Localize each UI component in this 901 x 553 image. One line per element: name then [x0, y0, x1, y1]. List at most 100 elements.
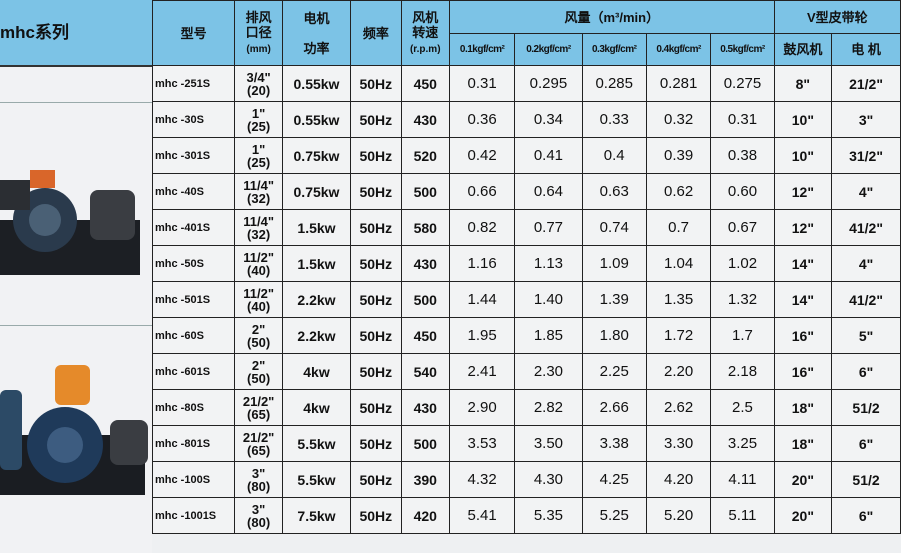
cell-flow: 0.62 — [645, 173, 712, 210]
cell-power: 4kw — [281, 389, 352, 426]
cell-port: 3" (80) — [234, 461, 283, 498]
cell-frequency: 50Hz — [350, 353, 402, 390]
table-row: mhc -80S 21/2" (65) 4kw 50Hz 430 2.90 2.82 2.66 2… — [151, 389, 901, 426]
table-row: mhc -501S 11/2" (40) 2.2kw 50Hz 500 1.44 1.40 1.… — [151, 281, 901, 318]
cell-rpm: 390 — [400, 461, 450, 498]
cell-frequency: 50Hz — [350, 137, 402, 174]
cell-pulley-blower: 18" — [773, 425, 833, 462]
cell-power: 7.5kw — [281, 497, 352, 534]
cell-pulley-motor: 4" — [831, 245, 901, 282]
cell-rpm: 430 — [400, 389, 450, 426]
cell-flow: 2.18 — [710, 353, 775, 390]
cell-flow: 0.38 — [710, 137, 775, 174]
cell-flow: 1.04 — [645, 245, 712, 282]
cell-flow: 3.30 — [645, 425, 712, 462]
blower-image-large — [0, 365, 148, 495]
cell-flow: 4.30 — [514, 461, 583, 498]
cell-flow: 3.38 — [581, 425, 647, 462]
cell-flow: 0.281 — [645, 65, 712, 102]
cell-port: 3" (80) — [234, 497, 283, 534]
cell-power: 5.5kw — [281, 461, 352, 498]
cell-model: mhc -801S — [151, 425, 236, 462]
cell-power: 0.55kw — [281, 101, 352, 138]
cell-pulley-motor: 3" — [831, 101, 901, 138]
cell-flow: 0.295 — [514, 65, 583, 102]
cell-flow: 4.25 — [581, 461, 647, 498]
cell-pulley-blower: 16" — [773, 353, 833, 390]
cell-flow: 0.74 — [581, 209, 647, 246]
cell-flow: 2.30 — [514, 353, 583, 390]
cell-frequency: 50Hz — [350, 101, 402, 138]
cell-flow: 0.275 — [710, 65, 775, 102]
cell-flow: 0.34 — [514, 101, 583, 138]
header-pressure: 0.2kgf/cm² — [514, 33, 583, 66]
cell-port: 11/2" (40) — [234, 245, 283, 282]
cell-rpm: 450 — [400, 65, 450, 102]
header-pressure: 0.5kgf/cm² — [710, 33, 775, 66]
cell-flow: 0.77 — [514, 209, 583, 246]
cell-pulley-blower: 12" — [773, 209, 833, 246]
header-pulley-blower: 鼓风机 — [773, 33, 833, 66]
cell-pulley-blower: 20" — [773, 497, 833, 534]
cell-port: 11/2" (40) — [234, 281, 283, 318]
cell-rpm: 540 — [400, 353, 450, 390]
series-header: mhc系列 — [0, 0, 152, 67]
cell-flow: 5.25 — [581, 497, 647, 534]
cell-flow: 4.32 — [448, 461, 516, 498]
cell-flow: 1.02 — [710, 245, 775, 282]
cell-flow: 0.7 — [645, 209, 712, 246]
cell-flow: 0.41 — [514, 137, 583, 174]
cell-power: 1.5kw — [281, 209, 352, 246]
cell-pulley-blower: 8" — [773, 65, 833, 102]
product-image-panel: mhc系列 — [0, 0, 152, 553]
cell-port: 11/4" (32) — [234, 173, 283, 210]
divider — [0, 102, 152, 103]
cell-port: 21/2" (65) — [234, 425, 283, 462]
cell-model: mhc -30S — [151, 101, 236, 138]
header-port: 排风 口径 (mm) — [234, 0, 283, 66]
cell-flow: 0.33 — [581, 101, 647, 138]
spec-table: 型号 排风 口径 (mm) 电机 功率 频率 风机 转速 (r.p.m) 风量（m³/mi… — [151, 0, 901, 534]
cell-flow: 0.31 — [710, 101, 775, 138]
cell-power: 4kw — [281, 353, 352, 390]
header-model: 型号 — [151, 0, 236, 66]
cell-pulley-blower: 14" — [773, 281, 833, 318]
cell-flow: 0.36 — [448, 101, 516, 138]
cell-flow: 1.39 — [581, 281, 647, 318]
cell-flow: 0.64 — [514, 173, 583, 210]
cell-flow: 3.53 — [448, 425, 516, 462]
cell-flow: 2.66 — [581, 389, 647, 426]
cell-pulley-motor: 4" — [831, 173, 901, 210]
cell-rpm: 430 — [400, 101, 450, 138]
cell-frequency: 50Hz — [350, 245, 402, 282]
divider — [0, 325, 152, 326]
cell-pulley-motor: 5" — [831, 317, 901, 354]
cell-flow: 2.82 — [514, 389, 583, 426]
cell-rpm: 580 — [400, 209, 450, 246]
cell-flow: 4.20 — [645, 461, 712, 498]
cell-rpm: 500 — [400, 173, 450, 210]
table-row: mhc -251S 3/4" (20) 0.55kw 50Hz 450 0.31 0.295 0… — [151, 65, 901, 102]
header-pulley: V型皮带轮 — [773, 0, 901, 34]
cell-rpm: 520 — [400, 137, 450, 174]
cell-pulley-blower: 12" — [773, 173, 833, 210]
cell-flow: 3.25 — [710, 425, 775, 462]
cell-pulley-motor: 6" — [831, 497, 901, 534]
cell-pulley-blower: 14" — [773, 245, 833, 282]
cell-flow: 0.60 — [710, 173, 775, 210]
cell-flow: 3.50 — [514, 425, 583, 462]
cell-pulley-blower: 18" — [773, 389, 833, 426]
cell-frequency: 50Hz — [350, 173, 402, 210]
cell-flow: 4.11 — [710, 461, 775, 498]
header-speed: 风机 转速 (r.p.m) — [400, 0, 450, 66]
cell-model: mhc -501S — [151, 281, 236, 318]
cell-model: mhc -301S — [151, 137, 236, 174]
cell-pulley-motor: 51/2 — [831, 461, 901, 498]
cell-port: 11/4" (32) — [234, 209, 283, 246]
cell-frequency: 50Hz — [350, 209, 402, 246]
cell-flow: 5.41 — [448, 497, 516, 534]
cell-flow: 2.41 — [448, 353, 516, 390]
cell-frequency: 50Hz — [350, 281, 402, 318]
cell-port: 2" (50) — [234, 353, 283, 390]
cell-pulley-blower: 16" — [773, 317, 833, 354]
